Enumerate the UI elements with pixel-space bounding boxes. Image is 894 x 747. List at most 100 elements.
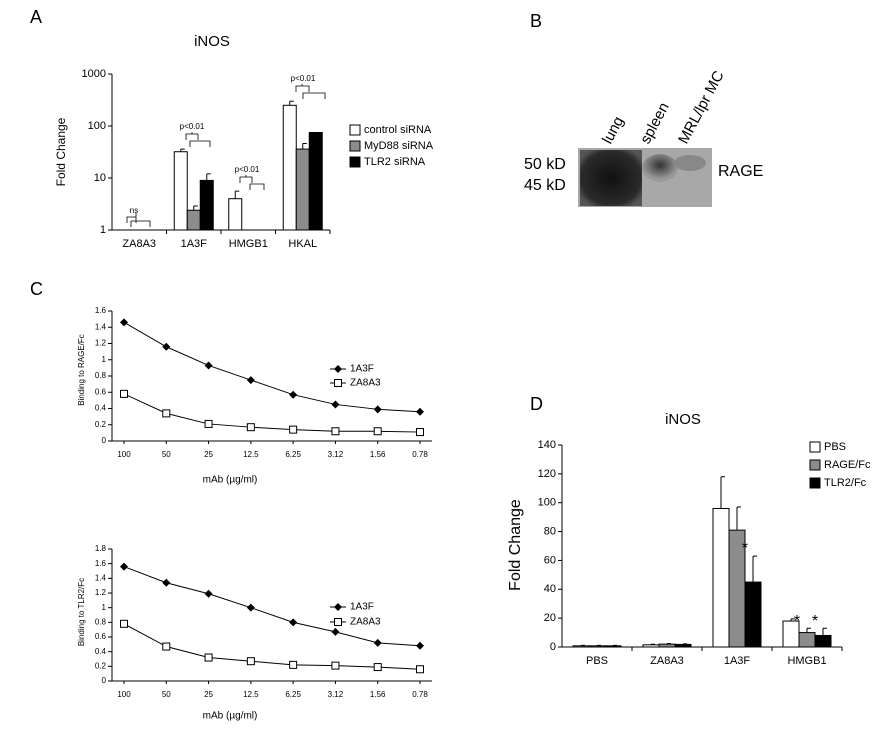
x-tick-label: 25 (204, 690, 213, 699)
bar (712, 507, 730, 648)
x-tick-label: 50 (162, 690, 171, 699)
marker (204, 419, 213, 428)
annotation: * (742, 540, 748, 557)
error-bar (206, 173, 211, 181)
y-tick-label: 20 (544, 612, 556, 624)
bar (295, 148, 310, 231)
y-tick-label: 0.8 (95, 617, 107, 626)
error-bar (289, 100, 294, 106)
x-tick-label: PBS (586, 655, 608, 667)
y-tick-label: 0.6 (95, 632, 107, 641)
y-tick-label: 1.4 (95, 322, 107, 331)
error-bar (682, 643, 687, 645)
y-tick-label: 1.2 (95, 588, 107, 597)
x-axis-title: mAb (µg/ml) (203, 711, 258, 722)
annotation: p<0.01 (235, 165, 260, 174)
y-tick-label: 0.4 (95, 404, 107, 413)
bracket (185, 132, 211, 147)
x-tick-label: 3.12 (328, 690, 344, 699)
error-bar (234, 190, 240, 199)
marker (246, 657, 255, 666)
series-line (123, 566, 421, 647)
x-tick-label: 12.5 (243, 450, 259, 459)
annotation: p<0.01 (180, 122, 205, 131)
legend-label: MyD88 siRNA (364, 140, 434, 152)
annotation: p<0.01 (291, 74, 316, 83)
bar (186, 209, 201, 231)
legend-label: 1A3F (350, 602, 374, 613)
x-tick-label: 6.25 (285, 450, 301, 459)
y-axis-title: Binding to TLR2/Fc (77, 578, 86, 646)
bar (173, 151, 188, 231)
x-axis-title: mAb (µg/ml) (203, 475, 258, 486)
error-bar (736, 506, 741, 531)
legend-swatch (809, 441, 821, 453)
marker (416, 407, 424, 416)
x-tick-label: 1A3F (181, 238, 208, 250)
marker (331, 627, 340, 636)
marker (331, 661, 340, 670)
y-tick-label: 0.4 (95, 647, 107, 656)
y-tick-label: 120 (538, 468, 556, 480)
bracket (295, 84, 326, 99)
marker (162, 342, 171, 351)
size-marker: 45 kD (524, 177, 566, 194)
marker (373, 405, 382, 414)
y-tick-label: 40 (544, 583, 556, 595)
marker (120, 389, 128, 398)
y-tick-label: 0 (102, 676, 107, 685)
y-axis-title: Fold Change (507, 499, 524, 591)
marker (246, 603, 255, 612)
blot-band (674, 155, 706, 171)
chart-title: iNOS (665, 411, 701, 428)
y-tick-label: 0.6 (95, 387, 107, 396)
error-bar (302, 143, 307, 150)
panel-label: C (30, 279, 43, 299)
marker (416, 641, 424, 650)
marker (162, 409, 171, 418)
error-bar (666, 643, 671, 645)
error-bar (752, 555, 757, 583)
marker (204, 653, 213, 662)
y-tick-label: 0.2 (95, 420, 107, 429)
marker (334, 618, 342, 626)
x-tick-label: 0.78 (412, 690, 428, 699)
panel-label: D (530, 394, 543, 414)
bar (199, 179, 214, 231)
marker (331, 427, 340, 436)
error-bar (180, 148, 185, 152)
marker (289, 660, 298, 669)
marker (331, 400, 340, 409)
bar (588, 645, 606, 648)
error-bar (193, 205, 198, 211)
marker (373, 427, 382, 436)
series-line (123, 393, 421, 433)
x-tick-label: 25 (204, 450, 213, 459)
bar (308, 131, 323, 231)
marker (416, 428, 424, 437)
marker (120, 318, 128, 327)
marker (373, 638, 382, 647)
y-axis-title: Fold Change (54, 117, 68, 186)
x-tick-label: 6.25 (285, 690, 301, 699)
x-tick-label: HMGB1 (787, 655, 826, 667)
bracket (239, 175, 265, 190)
x-tick-label: HKAL (288, 238, 317, 250)
legend-swatch (349, 156, 361, 168)
legend-label: PBS (824, 441, 846, 453)
annotation: ns (130, 206, 138, 215)
panel-label: B (530, 11, 542, 31)
blot-band (580, 150, 642, 206)
x-tick-label: 100 (117, 690, 131, 699)
x-tick-label: 50 (162, 450, 171, 459)
y-tick-label: 1.6 (95, 306, 107, 315)
error-bar (806, 627, 811, 633)
y-tick-label: 60 (544, 554, 556, 566)
band-label: RAGE (718, 163, 763, 180)
lane-label: spleen (637, 100, 673, 147)
error-bar (822, 627, 827, 636)
legend-label: RAGE/Fc (824, 459, 871, 471)
marker (246, 423, 255, 432)
legend-swatch (809, 477, 821, 489)
marker (162, 578, 171, 587)
